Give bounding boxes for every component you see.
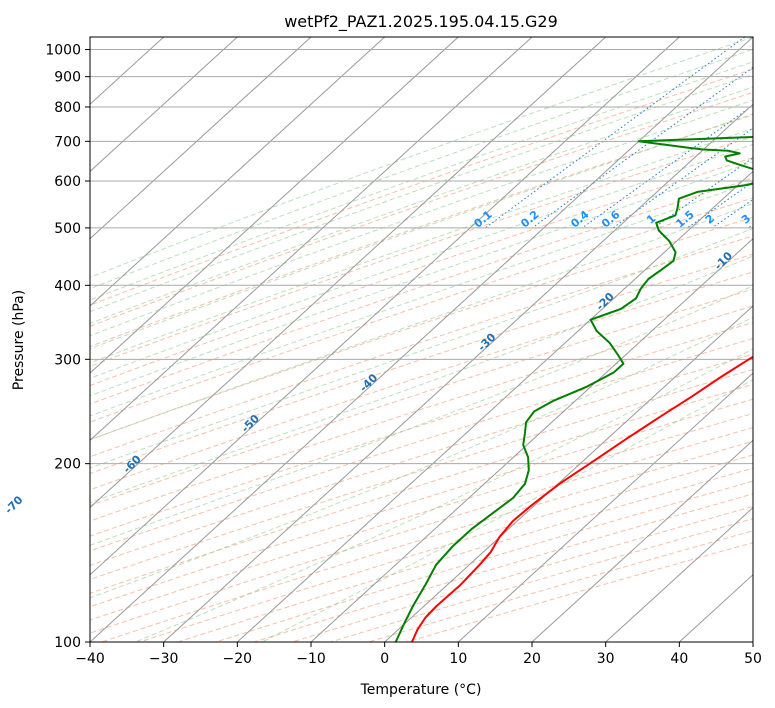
moist-adiabat bbox=[90, 48, 753, 290]
x-tick-label: −10 bbox=[296, 651, 326, 667]
dry-adiabat bbox=[177, 467, 753, 642]
isotherm-line bbox=[90, 37, 753, 642]
y-axis-label: Pressure (hPa) bbox=[11, 290, 27, 390]
y-tick-label: 300 bbox=[54, 352, 81, 368]
isotherm-label: -50 bbox=[239, 412, 262, 435]
isotherm-line bbox=[90, 37, 533, 442]
isotherm-line bbox=[236, 170, 753, 642]
x-tick-label: 0 bbox=[380, 651, 389, 667]
chart-title: wetPf2_PAZ1.2025.195.04.15.G29 bbox=[284, 12, 558, 32]
x-tick-label: 40 bbox=[670, 651, 688, 667]
moist-adiabat bbox=[90, 227, 753, 469]
dry-adiabat bbox=[90, 337, 753, 552]
isotherm-label: -70 bbox=[2, 493, 25, 516]
y-tick-label: 200 bbox=[54, 457, 81, 473]
y-tick-label: 700 bbox=[54, 134, 81, 150]
dry-adiabat bbox=[90, 383, 753, 594]
mixing-ratio-line bbox=[612, 127, 753, 229]
mixing-ratio-line bbox=[485, 37, 746, 229]
isotherm-label: -20 bbox=[594, 290, 617, 313]
dry-adiabat bbox=[101, 440, 753, 642]
dry-adiabat bbox=[90, 177, 753, 405]
isotherm-label: -10 bbox=[712, 249, 735, 272]
mixing-ratio-label: 0.1 bbox=[471, 208, 494, 230]
dry-adiabat bbox=[90, 368, 753, 580]
dry-adiabat bbox=[90, 114, 753, 348]
isotherm-line bbox=[384, 305, 753, 642]
moist-adiabat bbox=[90, 285, 753, 546]
isotherm-label: -30 bbox=[475, 330, 498, 353]
moist-adiabat bbox=[90, 73, 753, 313]
line-annotations: 0.10.20.40.611.523-100-90-80-70-60-50-40… bbox=[2, 208, 753, 517]
profile-lines bbox=[394, 136, 753, 642]
background-lines bbox=[90, 37, 753, 642]
moist-adiabat bbox=[90, 37, 753, 278]
axes: −40 −30 −20 −10 0 10 20 30 40 50 100 200 300 400 500 60… bbox=[45, 43, 762, 667]
x-tick-label: −20 bbox=[223, 651, 253, 667]
mixing-ratio-label: 3 bbox=[739, 212, 753, 227]
x-tick-label: −40 bbox=[75, 651, 105, 667]
x-axis-label: Temperature (°C) bbox=[360, 682, 482, 698]
moist-adiabat bbox=[90, 143, 753, 379]
dry-adiabat bbox=[90, 68, 753, 306]
mixing-ratio-line bbox=[653, 157, 753, 229]
y-tick-label: 100 bbox=[54, 635, 81, 651]
moist-adiabat bbox=[90, 61, 753, 301]
isotherm-line bbox=[90, 37, 607, 509]
y-tick-label: 500 bbox=[54, 221, 81, 237]
moist-adiabat bbox=[90, 203, 753, 441]
isotherm-line bbox=[531, 439, 753, 642]
isotherm-line bbox=[310, 237, 753, 642]
x-tick-label: 10 bbox=[449, 651, 467, 667]
isotherm-line bbox=[90, 37, 459, 374]
mixing-ratio-line bbox=[531, 66, 753, 229]
temperature-profile-line bbox=[410, 355, 753, 642]
x-tick-label: 20 bbox=[523, 651, 541, 667]
isotherm-line bbox=[90, 37, 312, 240]
x-tick-label: 50 bbox=[744, 651, 762, 667]
y-tick-label: 600 bbox=[54, 174, 81, 190]
y-tick-label: 400 bbox=[54, 278, 81, 294]
isotherm-line bbox=[90, 37, 238, 173]
x-tick-label: −30 bbox=[149, 651, 179, 667]
moist-adiabat bbox=[90, 113, 753, 350]
x-tick-label: 30 bbox=[597, 651, 615, 667]
mixing-ratio-line bbox=[687, 181, 753, 229]
isotherm-line bbox=[90, 37, 680, 576]
dry-adiabat bbox=[253, 493, 753, 642]
isotherm-line bbox=[605, 506, 753, 642]
mixing-ratio-label: 2 bbox=[703, 212, 717, 227]
isotherm-line bbox=[752, 641, 753, 642]
mixing-ratio-line bbox=[748, 224, 753, 229]
dry-adiabat bbox=[90, 305, 753, 522]
plot-frame bbox=[89, 36, 754, 643]
dry-adiabat bbox=[90, 321, 753, 537]
dry-adiabat bbox=[90, 427, 753, 634]
isotherm-line bbox=[457, 372, 753, 642]
mixing-ratio-label: 0.2 bbox=[518, 208, 541, 230]
isotherm-line bbox=[90, 37, 386, 307]
grid-lines bbox=[90, 37, 753, 642]
moist-adiabat bbox=[261, 379, 753, 642]
moist-adiabat bbox=[90, 255, 753, 504]
y-tick-label: 800 bbox=[54, 100, 81, 116]
dry-adiabat bbox=[90, 353, 753, 566]
dry-adiabat bbox=[368, 530, 753, 642]
y-tick-label: 1000 bbox=[45, 43, 81, 59]
moist-adiabat bbox=[90, 316, 753, 599]
dry-adiabat bbox=[292, 505, 753, 642]
y-tick-label: 900 bbox=[54, 70, 81, 86]
dewpoint-profile-line bbox=[394, 136, 753, 642]
moist-adiabat bbox=[90, 180, 753, 417]
